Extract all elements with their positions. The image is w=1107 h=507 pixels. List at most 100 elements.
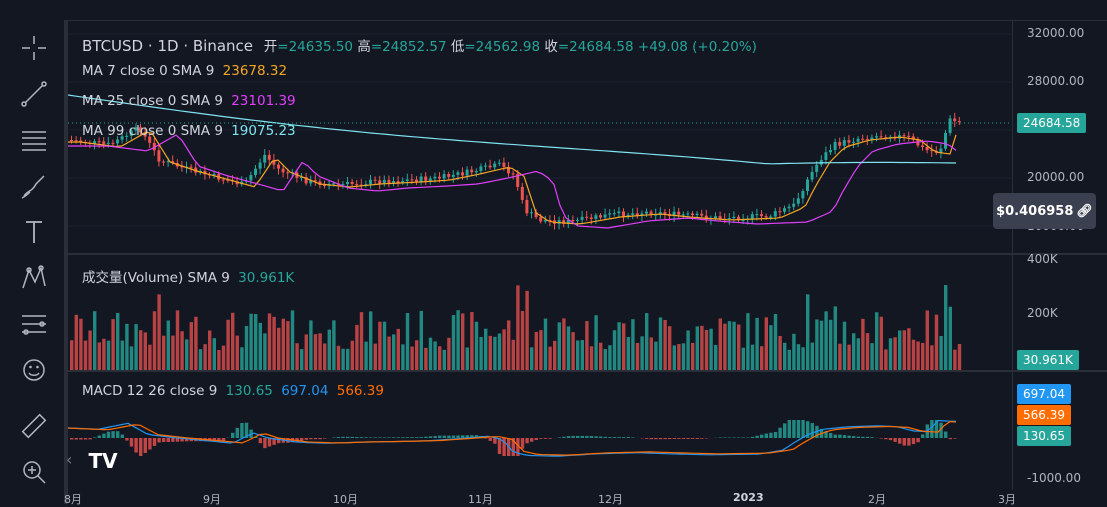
volume-bar	[843, 322, 846, 370]
macd-hist-bar	[498, 438, 501, 454]
macd-hist-bar	[870, 437, 873, 438]
price-axis[interactable]: 32000.00 28000.00 24000.00 20000.00 1600…	[1012, 20, 1107, 490]
volume-bar	[686, 330, 689, 370]
zoom-icon[interactable]	[14, 456, 54, 488]
candle	[774, 211, 777, 216]
volume-bar	[116, 313, 119, 370]
volume-bar	[769, 325, 772, 370]
forecast-icon[interactable]	[14, 308, 54, 340]
macd-hist-bar	[93, 437, 96, 438]
candle	[406, 179, 409, 181]
ma7-legend[interactable]: MA 7 close 0 SMA 9 23678.32	[82, 63, 287, 79]
price-popup[interactable]: $0.406958 🔗︎	[993, 193, 1096, 229]
high-label: 高	[357, 39, 371, 55]
macd-hist-bar	[622, 437, 625, 438]
candle	[921, 145, 924, 147]
ruler-icon[interactable]	[14, 410, 54, 442]
volume-bar	[640, 336, 643, 370]
macd-hist-bar	[898, 438, 901, 444]
time-axis[interactable]: 8月 9月 10月 11月 12月 2023 2月 3月	[68, 490, 1107, 504]
collapse-icon[interactable]: ‹	[66, 450, 78, 474]
candle	[824, 152, 827, 160]
macd-hist-bar	[581, 436, 584, 438]
symbol-name[interactable]: BTCUSD	[82, 37, 143, 55]
ma25-legend[interactable]: MA 25 close 0 SMA 9 23101.39	[82, 93, 296, 109]
volume-bar	[530, 347, 533, 370]
volume-bar	[102, 339, 105, 370]
fib-icon[interactable]	[14, 124, 54, 156]
volume-bar	[778, 336, 781, 370]
volume-bar	[309, 320, 312, 370]
volume-legend[interactable]: 成交量(Volume) SMA 9 30.961K	[82, 266, 294, 286]
symbol-interval[interactable]: 1D	[157, 37, 178, 55]
volume-bar	[360, 312, 363, 370]
macd-hist-bar	[834, 435, 837, 438]
volume-bar	[893, 337, 896, 370]
pattern-icon[interactable]	[14, 262, 54, 294]
volume-bar	[194, 317, 197, 370]
volume-bar	[282, 319, 285, 370]
macd-hist-bar	[659, 438, 662, 439]
macd-hist-bar	[263, 438, 266, 448]
candle	[346, 182, 349, 184]
crosshair-icon[interactable]	[14, 32, 54, 64]
candle	[755, 214, 758, 215]
macd-hist-bar	[332, 437, 335, 438]
volume-bar	[364, 342, 367, 370]
macd-hist-bar	[530, 438, 533, 442]
macd-hist-bar	[433, 436, 436, 438]
ma99-legend[interactable]: MA 99 close 0 SMA 9 19075.23	[82, 123, 296, 139]
macd-hist-bar	[755, 436, 758, 438]
volume-bar	[328, 330, 331, 370]
tradingview-logo[interactable]: TV	[80, 445, 126, 477]
volume-bar	[121, 341, 124, 370]
volume-bar	[714, 345, 717, 370]
macd-hist-bar	[590, 436, 593, 438]
macd-hist-bar	[144, 438, 147, 453]
macd-legend[interactable]: MACD 12 26 close 9 130.65 697.04 566.39	[82, 383, 384, 399]
volume-bar	[512, 340, 515, 370]
volume-bar	[663, 320, 666, 370]
chart-canvas[interactable]	[68, 20, 1012, 490]
volume-bar	[240, 347, 243, 370]
macd-hist-bar	[521, 438, 524, 449]
volume-bar	[231, 313, 234, 370]
volume-bar	[351, 341, 354, 370]
candle	[249, 175, 252, 180]
macd-hist-bar	[544, 438, 547, 439]
volume-bar	[397, 329, 400, 370]
volume-bar	[585, 321, 588, 370]
volume-bar	[286, 321, 289, 370]
macd-hist-bar	[236, 428, 239, 438]
volume-bar	[654, 342, 657, 370]
time-tick: 10月	[333, 491, 358, 507]
high-value: =24852.57	[371, 39, 447, 55]
candle	[282, 169, 285, 173]
volume-bar	[263, 333, 266, 370]
volume-bar	[277, 328, 280, 370]
emoji-icon[interactable]	[14, 354, 54, 386]
volume-bar	[944, 285, 947, 370]
volume-bar	[346, 349, 349, 370]
candle	[875, 136, 878, 137]
candle	[622, 211, 625, 216]
trendline-icon[interactable]	[14, 78, 54, 110]
candle	[502, 163, 505, 167]
volume-bar	[571, 332, 574, 370]
volume-bar	[926, 310, 929, 370]
candle	[116, 140, 119, 144]
macd-hist-bar	[429, 436, 432, 438]
macd-hist-bar	[305, 438, 308, 440]
brush-icon[interactable]	[14, 170, 54, 202]
candle	[686, 214, 689, 215]
text-icon[interactable]	[14, 216, 54, 248]
macd-hist-bar	[916, 438, 919, 442]
open-value: =24635.50	[277, 39, 353, 55]
pane-separator[interactable]	[68, 253, 1107, 255]
volume-label: 成交量(Volume) SMA 9	[82, 270, 230, 286]
volume-bar	[525, 291, 528, 370]
volume-bar	[594, 315, 597, 370]
pane-separator[interactable]	[68, 370, 1107, 372]
open-label: 开	[264, 39, 278, 55]
candle	[512, 173, 515, 174]
